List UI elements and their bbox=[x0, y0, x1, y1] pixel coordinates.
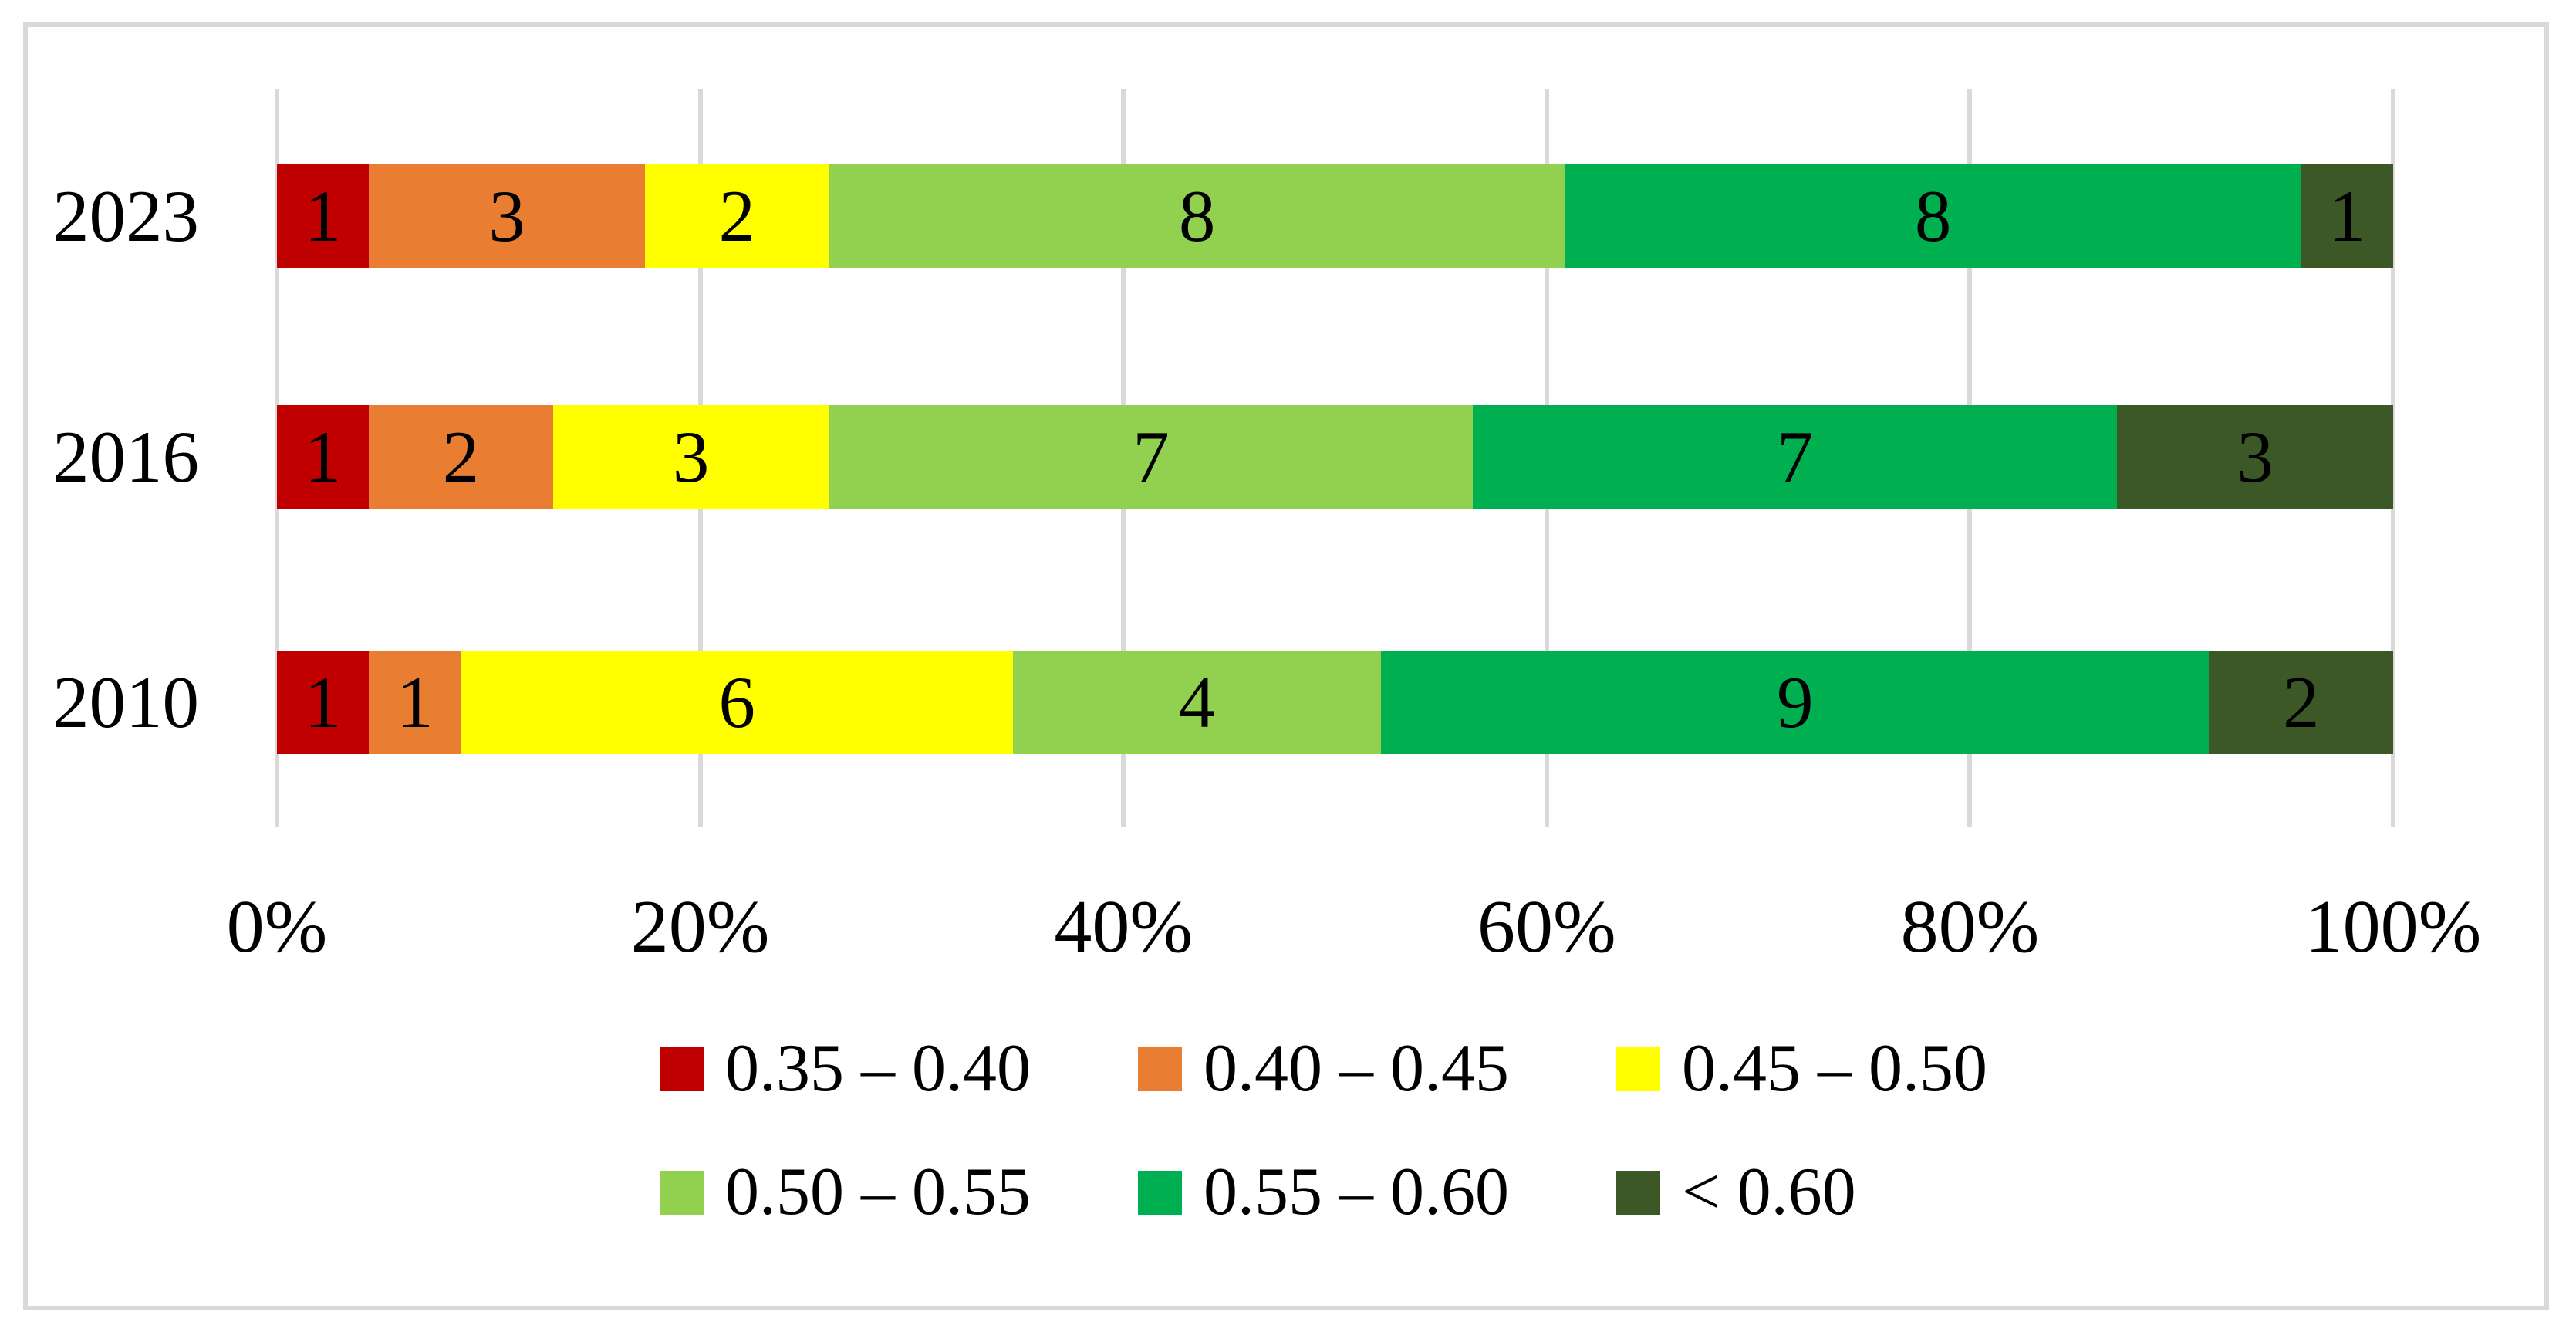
bar-row-2023: 1 3 2 8 8 1 bbox=[277, 164, 2393, 268]
bar-segment-value: 6 bbox=[718, 661, 756, 743]
x-axis-tick-label: 40% bbox=[1054, 885, 1193, 969]
bar-row-2016: 1 2 3 7 7 3 bbox=[277, 405, 2393, 509]
bar-segment-value: 1 bbox=[397, 661, 434, 743]
bar-segment-value: 7 bbox=[1133, 416, 1170, 498]
legend-label: 0.35 – 0.40 bbox=[725, 1031, 1031, 1106]
bar-segment: 2 bbox=[2209, 651, 2393, 754]
y-axis-label-2023: 2023 bbox=[52, 175, 199, 257]
legend-label: < 0.60 bbox=[1682, 1155, 1856, 1229]
legend-item: 0.45 – 0.50 bbox=[1616, 1031, 1987, 1106]
bar-segment-value: 1 bbox=[304, 175, 342, 257]
bar-segment: 4 bbox=[1013, 651, 1382, 754]
y-axis-label-2010: 2010 bbox=[52, 661, 199, 743]
y-axis-label-2016: 2016 bbox=[52, 416, 199, 498]
legend-item: 0.35 – 0.40 bbox=[660, 1031, 1031, 1106]
legend-swatch bbox=[660, 1170, 704, 1215]
x-axis-tick-label: 100% bbox=[2304, 885, 2482, 969]
bar-segment: 7 bbox=[1473, 405, 2118, 509]
legend-item: 0.50 – 0.55 bbox=[660, 1155, 1031, 1229]
bar-segment-value: 3 bbox=[672, 416, 710, 498]
legend-label: 0.45 – 0.50 bbox=[1682, 1031, 1987, 1106]
bar-segment-value: 7 bbox=[1777, 416, 1814, 498]
chart-frame bbox=[23, 22, 2549, 1310]
x-axis-tick-label: 0% bbox=[226, 885, 328, 969]
legend-item: < 0.60 bbox=[1616, 1155, 1856, 1229]
gridline bbox=[2391, 89, 2395, 827]
bar-segment: 1 bbox=[277, 164, 370, 268]
legend-item: 0.55 – 0.60 bbox=[1138, 1155, 1509, 1229]
legend-swatch bbox=[1138, 1047, 1182, 1091]
bar-segment: 3 bbox=[2117, 405, 2393, 509]
bar-segment: 1 bbox=[2301, 164, 2393, 268]
x-axis-tick-label: 20% bbox=[630, 885, 770, 969]
bar-segment: 1 bbox=[369, 651, 461, 754]
bar-segment-value: 8 bbox=[1178, 175, 1216, 257]
legend-swatch bbox=[660, 1047, 704, 1091]
bar-segment: 9 bbox=[1381, 651, 2210, 754]
bar-segment-value: 2 bbox=[442, 416, 480, 498]
bar-segment-value: 9 bbox=[1777, 661, 1814, 743]
x-axis-tick-label: 60% bbox=[1477, 885, 1616, 969]
bar-segment-value: 1 bbox=[304, 416, 342, 498]
bar-segment: 7 bbox=[829, 405, 1474, 509]
bar-segment: 2 bbox=[369, 405, 553, 509]
legend-label: 0.55 – 0.60 bbox=[1204, 1155, 1509, 1229]
legend-label: 0.50 – 0.55 bbox=[725, 1155, 1031, 1229]
bar-segment-value: 3 bbox=[488, 175, 525, 257]
bar-segment: 1 bbox=[277, 405, 370, 509]
bar-segment: 6 bbox=[461, 651, 1014, 754]
bar-segment-value: 1 bbox=[2328, 175, 2366, 257]
bar-segment-value: 4 bbox=[1178, 661, 1216, 743]
legend-label: 0.40 – 0.45 bbox=[1204, 1031, 1509, 1106]
legend-swatch bbox=[1616, 1170, 1660, 1215]
bar-segment-value: 8 bbox=[1914, 175, 1952, 257]
legend-swatch bbox=[1138, 1170, 1182, 1215]
legend-item: 0.40 – 0.45 bbox=[1138, 1031, 1509, 1106]
bar-segment: 2 bbox=[645, 164, 829, 268]
bar-segment: 8 bbox=[1565, 164, 2301, 268]
bar-segment: 8 bbox=[829, 164, 1565, 268]
bar-segment: 3 bbox=[369, 164, 646, 268]
x-axis-tick-label: 80% bbox=[1900, 885, 2040, 969]
bar-segment-value: 3 bbox=[2237, 416, 2274, 498]
bar-segment-value: 2 bbox=[2282, 661, 2320, 743]
bar-segment: 1 bbox=[277, 651, 370, 754]
bar-segment-value: 1 bbox=[304, 661, 342, 743]
legend-swatch bbox=[1616, 1047, 1660, 1091]
bar-segment-value: 2 bbox=[718, 175, 756, 257]
bar-segment: 3 bbox=[552, 405, 829, 509]
